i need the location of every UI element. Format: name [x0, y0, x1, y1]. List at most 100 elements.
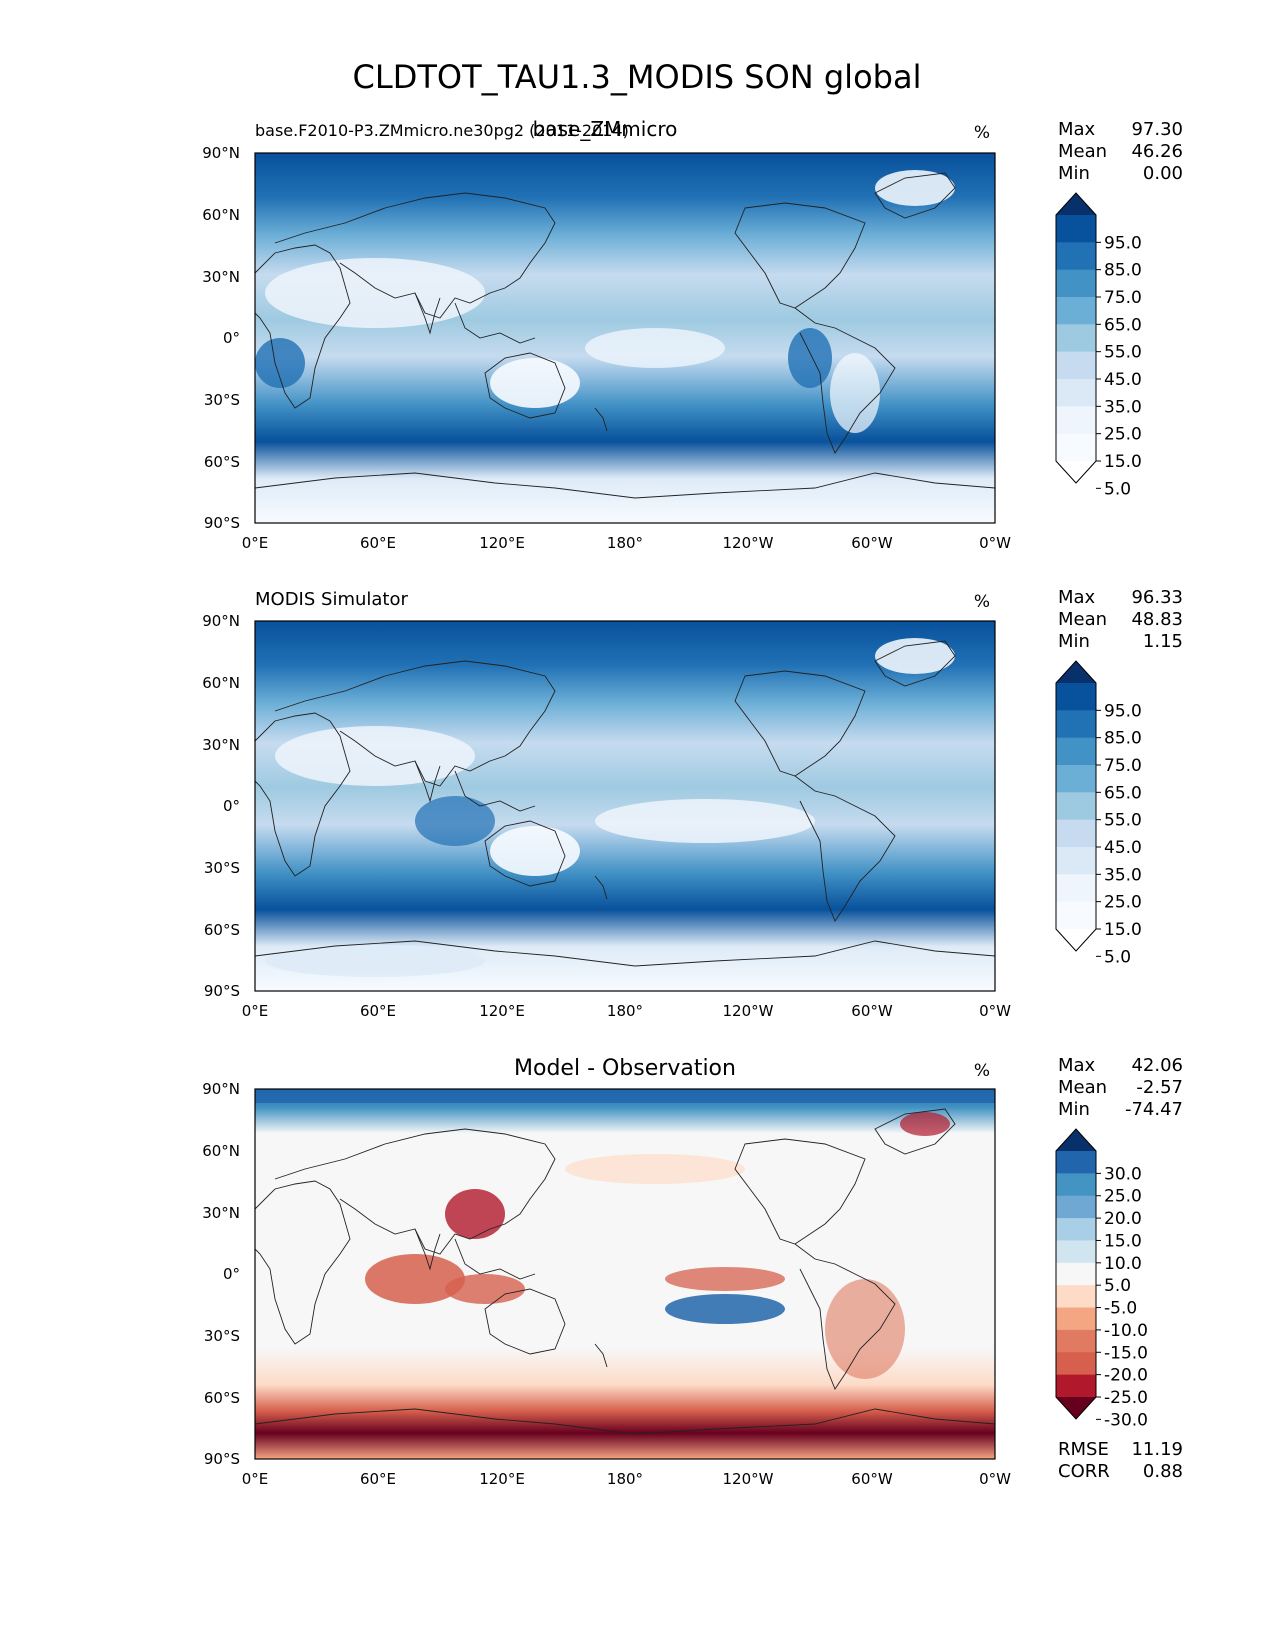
panel-left-title: MODIS Simulator — [255, 589, 408, 610]
colorbar-tick-label: 65.0 — [1104, 783, 1142, 803]
stats-block: Max 97.30 Mean 46.26 Min 0.00 — [1058, 119, 1183, 184]
field-patch — [875, 170, 955, 206]
colorbar-tick-label: 35.0 — [1104, 397, 1142, 417]
lon-tick-label: 180° — [607, 1002, 643, 1020]
lat-axis: 90°N 60°N 30°N 0° 30°S 60°S 90°S — [202, 612, 240, 1000]
field-patch — [265, 945, 485, 977]
lat-tick-label: 0° — [223, 797, 240, 815]
field-patch — [665, 1267, 785, 1291]
colorbar-swatch — [1056, 1352, 1096, 1376]
lat-tick-label: 90°S — [204, 1450, 240, 1468]
colorbar: 95.0 85.0 75.0 65.0 55.0 45.0 35.0 25.0 15.0 5.0 — [1055, 192, 1142, 499]
colorbar-swatch — [1056, 379, 1096, 407]
field-patch — [830, 353, 880, 433]
colorbar-swatch — [1056, 1307, 1096, 1331]
lon-tick-label: 0°W — [979, 1002, 1011, 1020]
stat-value: 48.83 — [1131, 609, 1183, 630]
colorbar-tick-label: 85.0 — [1104, 729, 1142, 749]
colorbar-swatch — [1056, 324, 1096, 353]
lon-axis: 0°E 60°E 120°E 180° 120°W 60°W 0°W — [242, 1002, 1011, 1020]
map-area — [254, 620, 996, 992]
colorbar-tick-label: -5.0 — [1104, 1299, 1137, 1319]
colorbar-extend-min — [1056, 461, 1096, 483]
field-patch — [445, 1274, 525, 1304]
colorbar-swatch — [1056, 1374, 1096, 1398]
colorbar-swatch — [1056, 1151, 1096, 1174]
colorbar-swatch — [1056, 1262, 1096, 1286]
stat-value: -2.57 — [1136, 1077, 1183, 1098]
stat-label: Max — [1058, 587, 1096, 608]
metric-value: 11.19 — [1131, 1439, 1183, 1460]
colorbar: 30.0 25.020.015.0 10.05.0 -5.0-10.0-15.0 -20… — [1055, 1128, 1148, 1430]
colorbar-swatch — [1056, 406, 1096, 435]
lat-tick-label: 90°N — [202, 612, 240, 630]
colorbar-extend-min — [1056, 1397, 1096, 1419]
colorbar-swatch — [1056, 242, 1096, 271]
field-patch — [595, 799, 815, 843]
stat-label: Mean — [1058, 609, 1107, 630]
colorbar-tick-label: 45.0 — [1104, 838, 1142, 858]
panel-test: base.F2010-P3.ZMmicro.ne30pg2 (2011-2014… — [202, 117, 1183, 552]
colorbar-swatch — [1056, 683, 1096, 711]
lon-tick-label: 0°E — [242, 1470, 269, 1488]
lon-axis: 0°E 60°E 120°E 180° 120°W 60°W 0°W — [242, 1470, 1011, 1488]
colorbar-swatch — [1056, 1195, 1096, 1219]
stat-value: 97.30 — [1131, 119, 1183, 140]
colorbar-tick-label: 75.0 — [1104, 756, 1142, 776]
colorbar: 95.0 85.0 75.0 65.0 55.0 45.0 35.0 25.0 15.0 5.0 — [1055, 660, 1142, 967]
colorbar-swatch — [1056, 1285, 1096, 1309]
stat-value: 96.33 — [1131, 587, 1183, 608]
stats-block: Max 42.06 Mean -2.57 Min -74.47 — [1058, 1055, 1183, 1120]
lon-tick-label: 120°W — [723, 1470, 774, 1488]
lon-tick-label: 60°E — [360, 1470, 396, 1488]
colorbar-tick-label: 15.0 — [1104, 920, 1142, 940]
colorbar-extend-max — [1056, 1129, 1096, 1151]
colorbar-tick-label: 25.0 — [1104, 425, 1142, 445]
map-frame — [254, 620, 996, 992]
colorbar-swatch — [1056, 792, 1096, 821]
stat-label: Min — [1058, 1099, 1090, 1120]
lon-tick-label: 120°E — [479, 1002, 525, 1020]
lat-tick-label: 90°N — [202, 144, 240, 162]
colorbar-tick-label: -15.0 — [1104, 1343, 1148, 1363]
stat-value: 1.15 — [1143, 631, 1183, 652]
stat-label: Mean — [1058, 141, 1107, 162]
lon-tick-label: 120°E — [479, 1470, 525, 1488]
lon-tick-label: 0°W — [979, 1470, 1011, 1488]
panel-units: % — [974, 592, 990, 612]
field-patch — [415, 796, 495, 846]
colorbar-swatch — [1056, 351, 1096, 380]
panel-diff: Model - Observation % 90°N 60°N 30°N 0° … — [202, 1055, 1183, 1488]
field-patch — [255, 1089, 995, 1103]
colorbar-extend-max — [1056, 661, 1096, 683]
field-patch — [825, 1279, 905, 1379]
lat-axis: 90°N 60°N 30°N 0° 30°S 60°S 90°S — [202, 1080, 240, 1468]
lat-tick-label: 30°N — [202, 1204, 240, 1222]
lon-tick-label: 60°W — [851, 534, 893, 552]
colorbar-tick-label: 20.0 — [1104, 1209, 1142, 1229]
panel-center-title: base_ZMmicro — [533, 117, 678, 141]
metrics-block: RMSE 11.19 CORR 0.88 — [1058, 1439, 1183, 1482]
colorbar-tick-label: -30.0 — [1104, 1410, 1148, 1430]
colorbar-swatch — [1056, 765, 1096, 793]
colorbar-swatch — [1056, 1329, 1096, 1353]
stat-value: 0.00 — [1143, 163, 1183, 184]
field-patch — [255, 338, 305, 388]
lon-tick-label: 0°E — [242, 534, 269, 552]
map-field — [255, 1089, 995, 1459]
lat-tick-label: 0° — [223, 1265, 240, 1283]
metric-label: CORR — [1058, 1461, 1110, 1482]
field-patch — [788, 328, 832, 388]
colorbar-tick-label: 10.0 — [1104, 1254, 1142, 1274]
lon-tick-label: 60°E — [360, 534, 396, 552]
colorbar-tick-label: 15.0 — [1104, 1231, 1142, 1251]
lon-tick-label: 60°W — [851, 1002, 893, 1020]
lat-tick-label: 60°N — [202, 1142, 240, 1160]
colorbar-extend-max — [1056, 193, 1096, 215]
panel-units: % — [974, 123, 990, 143]
colorbar-swatch — [1056, 874, 1096, 903]
lon-tick-label: 180° — [607, 534, 643, 552]
lat-axis: 90°N 60°N 30°N 0° 30°S 60°S 90°S — [202, 144, 240, 532]
field-patch — [490, 358, 580, 408]
